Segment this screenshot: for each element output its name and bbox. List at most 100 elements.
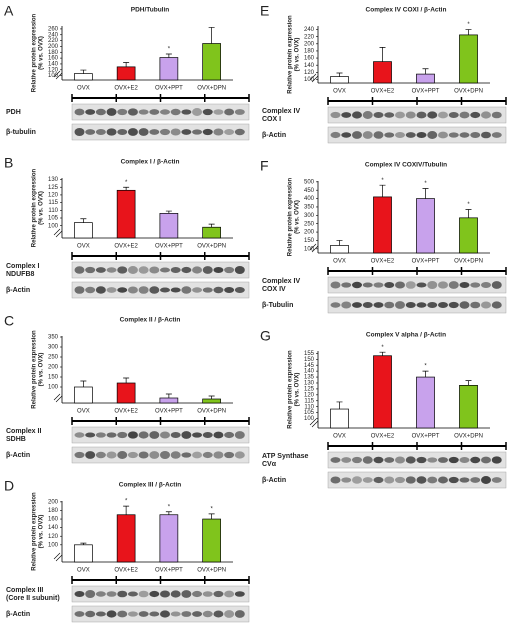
y-tick-label: 155 [304,351,315,357]
blot-band [416,282,427,288]
panel-letter: A [4,3,14,19]
blot-band [362,131,373,139]
blot-band [438,131,448,139]
y-axis-label: Relative protein expression [32,13,38,92]
blot-band [85,286,96,294]
blot-band [373,302,384,308]
blot-band [213,431,224,439]
blot-band [224,451,235,459]
blot-band [459,477,470,483]
blot-band [117,266,128,274]
panel-letter: D [4,478,14,494]
blot-band [459,301,470,309]
blot-band [213,451,224,459]
error-bar [80,218,87,223]
blot-band [481,476,491,484]
y-tick-label: 115 [48,200,58,206]
x-tick-label: OVX [333,434,346,440]
blot-band [117,108,128,116]
bar [459,34,478,84]
blot-band [362,302,373,308]
error-bar [165,53,172,58]
y-axis-label: Relative protein expression [32,492,38,571]
blot-band [481,131,491,139]
blot-band [234,431,245,439]
blot-band [373,456,384,464]
blot-label: β-Actin [262,477,286,484]
blot-band [106,451,117,459]
blot-band [224,610,235,618]
blot-band [74,128,85,136]
blot-band [416,131,427,139]
bar [330,408,349,429]
blot-band [405,476,416,484]
panel-letter: F [260,158,269,174]
chart-title: Complex I / β-Actin [121,159,180,166]
blot-band [74,266,85,274]
panel-letter: C [4,313,14,329]
x-tick-label: OVX [333,259,346,265]
blot-band [470,111,481,119]
blot-band [192,590,203,598]
y-tick-label: 300 [304,213,315,219]
y-tick-label: 100 [304,77,315,83]
y-tick-label: 160 [304,56,315,62]
blot-band [491,132,502,138]
x-tick-label: OVX [77,86,90,92]
y-tick-label: 160 [48,517,59,523]
chart-title: PDH/Tubulin [131,7,170,14]
significance-marker: * [125,180,128,186]
x-tick-label: OVX+PPT [155,409,183,415]
error-bar [465,380,472,386]
blot-band [106,287,117,293]
error-bar [80,542,87,545]
blot-band [427,281,438,289]
y-tick-label: 100 [48,542,59,548]
y-axis-label: (% vs. OVX) [39,353,45,387]
y-tick-label: 180 [304,49,315,55]
y-tick-label: 100 [48,223,59,229]
bar [416,198,435,254]
blot-band [138,128,149,136]
bar [416,73,435,84]
blot-band [192,266,203,274]
x-tick-label: OVX+PPT [155,244,183,250]
blot-band [181,431,192,439]
blot-band [427,476,438,484]
blot-band [330,111,341,119]
blot-band [117,590,128,598]
x-tick-label: OVX+DPN [197,568,226,574]
chart-title: Complex V alpha / β-Actin [366,332,446,339]
panel-letter: G [260,328,271,344]
y-tick-label: 160 [48,56,59,62]
bar [159,57,179,81]
blot-band [416,476,427,484]
x-tick-label: OVX+E2 [371,259,395,265]
blot-band [234,287,245,293]
blot-band [138,611,149,617]
significance-marker: * [125,499,128,505]
chart-title: Complex IV COXI / β-Actin [366,7,447,14]
blot-band [438,302,448,308]
y-axis-label: Relative protein expression [288,177,294,256]
blot-band [170,451,181,459]
blot-band [170,590,181,598]
y-tick-label: 300 [48,345,59,351]
y-tick-label: 200 [304,41,315,47]
blot-band [234,591,245,597]
x-tick-label: OVX+DPN [454,259,483,265]
blot-band [384,301,395,309]
significance-marker: * [381,345,384,351]
blot-band [138,109,149,115]
blot-label: Complex IV [262,278,300,285]
x-tick-label: OVX [333,89,346,95]
blot-band [352,131,362,139]
blot-band [202,432,213,438]
blot-band [181,109,192,115]
blot-label: Complex II [6,428,41,435]
error-bar [80,380,87,387]
blot-band [95,432,106,438]
y-tick-label: 120 [48,193,59,199]
chart-title: Complex IV COXIV/Tubulin [365,162,447,169]
error-bar [208,223,215,228]
